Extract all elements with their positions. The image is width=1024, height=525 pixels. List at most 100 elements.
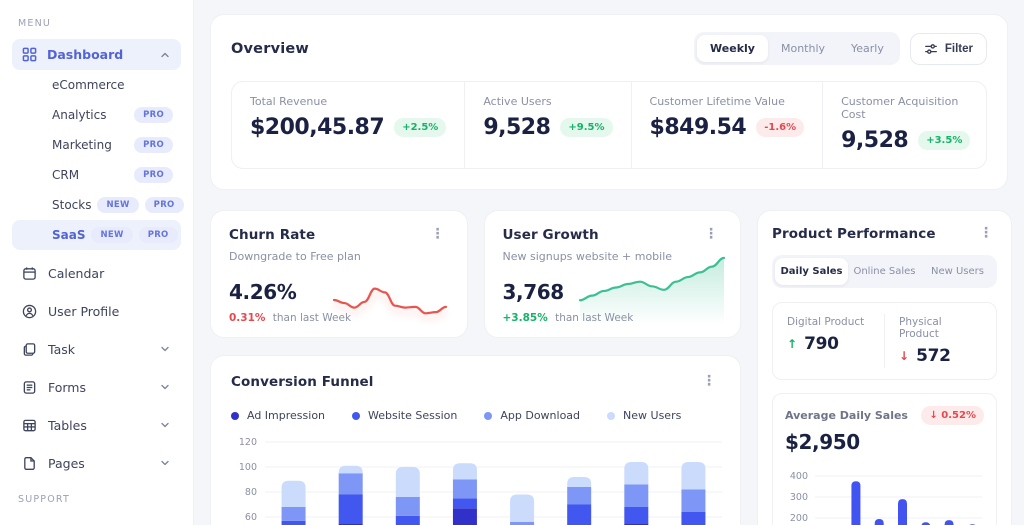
legend-dot — [607, 411, 616, 420]
sidebar-item-label: CRM — [52, 168, 80, 182]
sidebar-item-forms[interactable]: Forms — [12, 372, 181, 402]
avg-daily-sales-label: Average Daily Sales — [785, 409, 908, 422]
physical-product-stat: Physical Product ↓ 572 — [884, 314, 996, 368]
stat-active-users: Active Users 9,528 +9.5% — [465, 82, 632, 168]
sidebar-item-label: User Profile — [48, 303, 120, 319]
svg-text:100: 100 — [239, 462, 257, 473]
trend-badge: -1.6% — [756, 118, 805, 137]
tab-new-users[interactable]: New Users — [931, 266, 984, 277]
product-title: Product Performance — [772, 226, 936, 242]
kebab-menu-icon[interactable]: ⋮ — [704, 226, 718, 242]
pro-badge: PRO — [134, 167, 173, 183]
sidebar-item-task[interactable]: Task — [12, 334, 181, 364]
legend-item-app-download: App Download — [484, 409, 580, 422]
trend-badge: +2.5% — [394, 118, 447, 137]
legend-label: Ad Impression — [247, 409, 326, 422]
growth-subtitle: New signups website + mobile — [502, 250, 673, 263]
sidebar-item-label: eCommerce — [52, 78, 125, 92]
sidebar-item-saas[interactable]: SaaS NEW PRO — [12, 220, 181, 250]
forms-icon — [23, 380, 36, 394]
growth-delta: +3.85% — [502, 312, 548, 324]
main-content: Overview Weekly Monthly Yearly Filter — [194, 0, 1024, 525]
churn-rate-card: Churn Rate ⋮ Downgrade to Free plan 4.26… — [210, 210, 468, 338]
tab-monthly[interactable]: Monthly — [780, 42, 826, 55]
product-performance-card: Product Performance ⋮ Daily Sales Online… — [757, 210, 1012, 525]
sidebar-item-label: Analytics — [52, 108, 107, 122]
legend-item-website-session: Website Session — [352, 409, 457, 422]
physical-product-value: 572 — [916, 346, 951, 366]
stats-strip: Total Revenue $200,45.87 +2.5% Active Us… — [231, 81, 987, 169]
arrow-down-icon: ↓ — [899, 349, 910, 363]
sidebar-item-dashboard[interactable]: Dashboard — [12, 39, 181, 70]
stat-value: $849.54 — [649, 115, 747, 140]
growth-value: 3,768 — [502, 280, 565, 304]
sidebar-item-label: Forms — [48, 379, 87, 395]
digital-product-stat: Digital Product ↑ 790 — [773, 314, 884, 368]
kebab-menu-icon[interactable]: ⋮ — [430, 226, 445, 242]
chevron-down-icon — [159, 457, 171, 469]
kebab-menu-icon[interactable]: ⋮ — [702, 373, 716, 389]
overview-title: Overview — [231, 40, 310, 57]
sidebar-item-label: SaaS — [52, 228, 86, 242]
pro-badge: PRO — [144, 197, 184, 213]
sidebar-item-user-profile[interactable]: User Profile — [12, 296, 181, 326]
churn-delta-line: 0.31% than last Week — [229, 312, 449, 324]
stat-customer-lifetime-value: Customer Lifetime Value $849.54 -1.6% — [632, 82, 824, 168]
daily-sales-bar-chart: 4003002001000 — [790, 471, 982, 525]
tab-weekly[interactable]: Weekly — [697, 35, 768, 62]
sliders-icon — [924, 43, 937, 54]
stat-label: Customer Lifetime Value — [649, 95, 785, 108]
filter-label: Filter — [944, 42, 973, 55]
kebab-menu-icon[interactable]: ⋮ — [979, 225, 993, 241]
stat-value: 9,528 — [841, 128, 909, 153]
legend-item-ad-impression: Ad Impression — [231, 409, 325, 422]
trend-badge: +3.5% — [918, 131, 971, 150]
chevron-up-icon — [159, 49, 171, 61]
sidebar-item-analytics[interactable]: Analytics PRO — [12, 100, 181, 130]
user-growth-card: User Growth ⋮ New signups website + mobi… — [483, 210, 741, 338]
churn-delta-note: than last Week — [272, 312, 352, 324]
menu-section-label: MENU — [18, 18, 52, 29]
avg-trend-badge: ↓ 0.52% — [921, 406, 984, 425]
dashboard-grid-icon — [22, 47, 37, 62]
sidebar-item-label: Pages — [48, 455, 85, 471]
churn-title: Churn Rate — [229, 227, 316, 243]
physical-product-label: Physical Product — [899, 316, 942, 340]
period-tab-group: Weekly Monthly Yearly — [694, 32, 900, 65]
task-icon — [23, 342, 36, 356]
sidebar-item-tables[interactable]: Tables — [12, 410, 181, 440]
sidebar-item-label: Task — [48, 341, 75, 357]
funnel-title: Conversion Funnel — [231, 374, 374, 390]
growth-title: User Growth — [502, 227, 599, 243]
pro-badge: PRO — [134, 137, 173, 153]
legend-item-new-users: New Users — [607, 409, 681, 422]
legend-dot — [231, 411, 239, 420]
chevron-down-icon — [159, 381, 171, 393]
filter-button[interactable]: Filter — [909, 32, 987, 65]
stat-customer-acquisition-cost: Customer Acquisition Cost 9,528 +3.5% — [823, 82, 988, 168]
average-daily-sales-box: Average Daily Sales ↓ 0.52% $2,950 400 30… — [772, 393, 997, 525]
svg-text:80: 80 — [245, 487, 257, 498]
tab-yearly[interactable]: Yearly — [851, 42, 884, 55]
tab-daily-sales[interactable]: Daily Sales — [775, 258, 848, 285]
svg-text:400: 400 — [790, 471, 808, 482]
new-badge: NEW — [97, 197, 139, 213]
sidebar-item-label: Marketing — [52, 138, 112, 152]
sidebar-item-label: Calendar — [48, 265, 105, 281]
sidebar-item-crm[interactable]: CRM PRO — [12, 160, 181, 190]
sidebar-item-ecommerce[interactable]: eCommerce — [12, 70, 181, 100]
pro-badge: PRO — [134, 107, 173, 123]
overview-card: Overview Weekly Monthly Yearly Filter — [210, 14, 1008, 190]
sidebar-item-pages[interactable]: Pages — [12, 448, 181, 478]
tab-online-sales[interactable]: Online Sales — [853, 266, 916, 277]
sidebar-item-marketing[interactable]: Marketing PRO — [12, 130, 181, 160]
sidebar-item-calendar[interactable]: Calendar — [12, 258, 181, 288]
legend-dot — [484, 411, 493, 420]
legend-label: Website Session — [368, 409, 458, 422]
conversion-funnel-card: Conversion Funnel ⋮ Ad Impression Websit… — [210, 355, 741, 525]
new-badge: NEW — [91, 227, 133, 243]
sidebar-item-stocks[interactable]: Stocks NEW PRO — [12, 190, 184, 220]
legend-label: New Users — [623, 409, 682, 422]
churn-sparkline-chart — [332, 287, 447, 315]
sidebar-item-label: Dashboard — [47, 47, 124, 62]
